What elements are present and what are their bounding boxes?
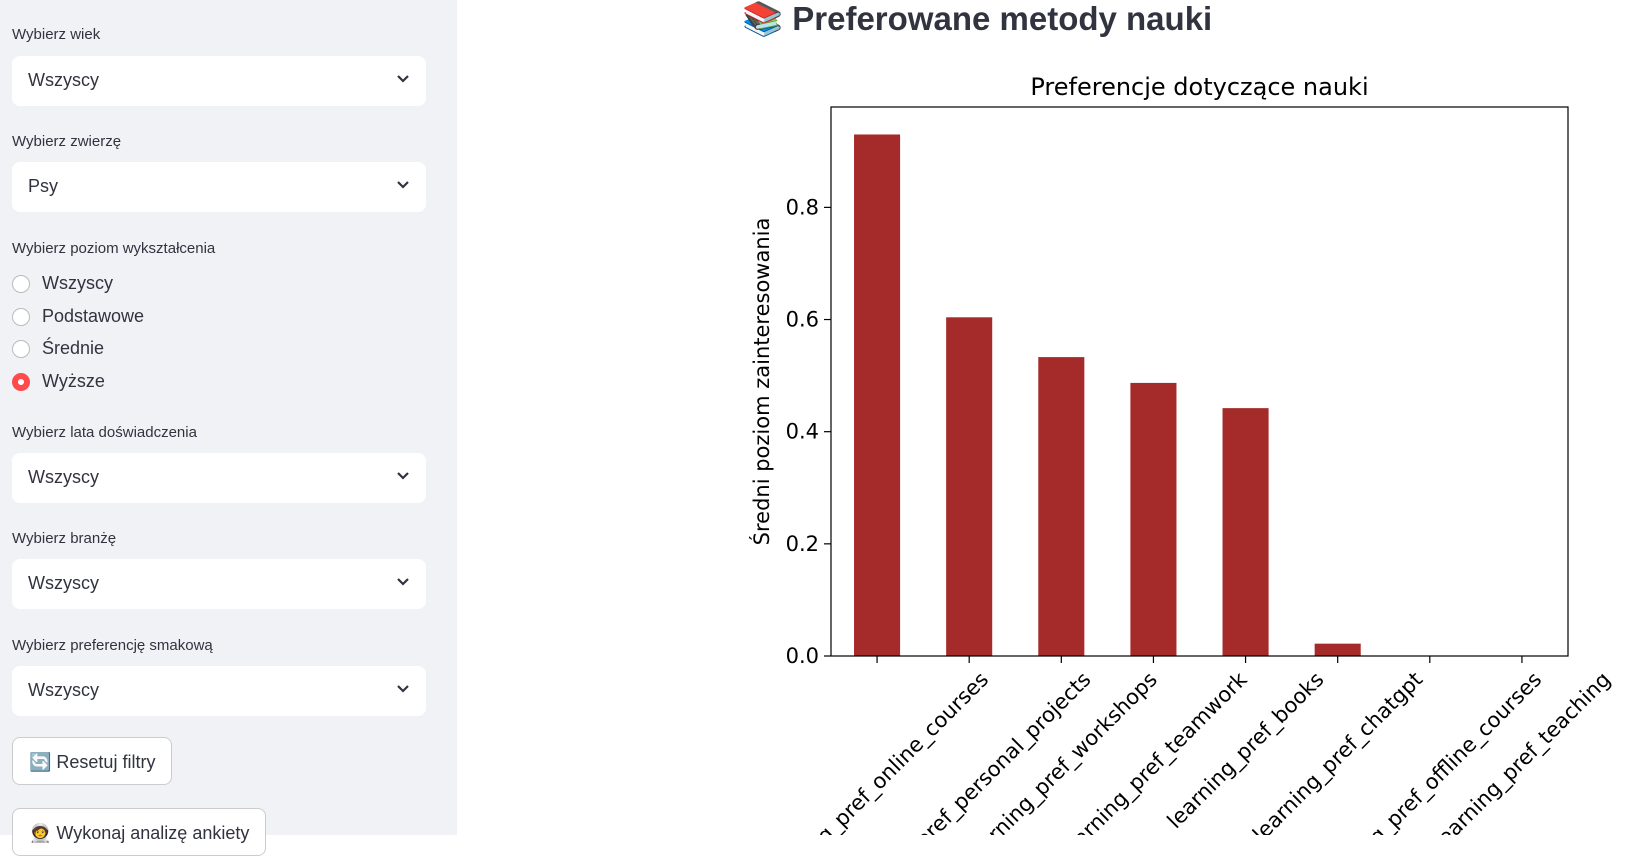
label: Wybierz branżę [12,530,117,547]
x-tick-label: learning_pref_books [1163,667,1330,834]
select-value: Psy [28,176,59,196]
chart-title: Preferencje dotyczące nauki [1030,73,1368,101]
header: 📚 Preferowane metody nauki [742,0,1213,37]
select-value: Wszyscy [28,680,99,700]
bar [854,134,901,657]
chevron [397,472,409,480]
radio-label: Podstawowe [42,305,145,326]
label: Wybierz zwierzę [12,133,122,150]
select[interactable]: Psy [12,162,426,212]
select-value: Wszyscy [28,467,99,487]
chevron [397,75,409,83]
bar [1038,357,1085,656]
select[interactable]: Wszyscy [12,56,426,106]
chart: Preferencje dotyczące nauki Średni poziom… [749,73,1616,835]
radio-circle [12,372,30,391]
radio-label: Średnie [42,338,105,358]
y-tick-label: 0.0 [786,644,819,668]
y-tick-label: 0.8 [786,195,819,219]
select-value: Wszyscy [28,70,99,90]
select[interactable]: Wszyscy [12,666,426,716]
radio-circle [12,340,30,358]
bar [946,317,993,656]
analyze-button[interactable]: 🧑‍🚀 Wykonaj analizę ankiety [12,808,267,856]
reset-button[interactable]: 🔄 Resetuj filtry [12,737,173,785]
bar [1222,408,1269,656]
chevron [397,181,409,189]
label: Wybierz wiek [12,26,101,43]
y-tick-label: 0.2 [786,532,819,556]
bar [1130,382,1177,656]
label: Wybierz lata doświadczenia [12,424,197,441]
y-tick-label: 0.4 [786,420,819,444]
select[interactable]: Wszyscy [12,559,426,609]
label: Wybierz preferencję smakową [12,637,213,654]
radio-circle [12,275,30,293]
label: Wybierz poziom wykształcenia [12,240,216,257]
plot-frame [830,106,1569,657]
chevron [397,578,409,586]
select-value: Wszyscy [28,573,99,593]
select[interactable]: Wszyscy [12,453,426,503]
sidebar: Wybierz wiek Wszyscy Wybierz zwierzę Psy… [0,0,457,856]
radio-circle [12,307,30,326]
y-axis-label: Średni poziom zainteresowania [749,218,774,546]
y-tick-label: 0.6 [786,308,819,332]
radio-label: Wszyscy [42,273,113,293]
radio-label: Wyższe [42,370,105,391]
chevron [397,685,409,693]
bar [1314,643,1361,656]
